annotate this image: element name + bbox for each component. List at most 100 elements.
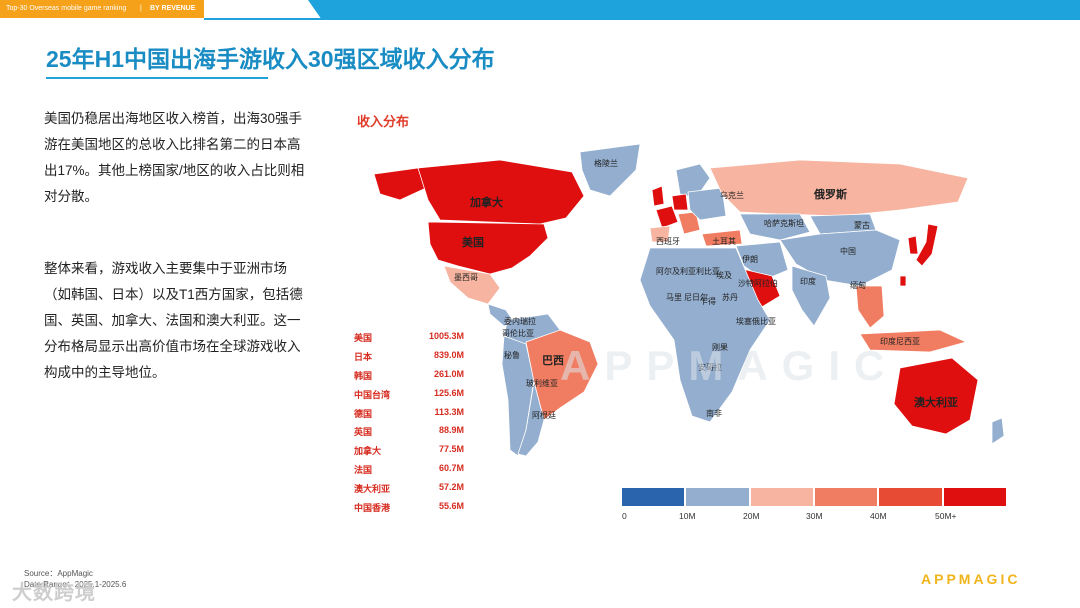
header-tag: BY REVENUE	[150, 5, 196, 12]
ranking-value: 77.5M	[438, 444, 464, 455]
map-label-south-africa: 南非	[706, 409, 722, 418]
map-label-venezuela: 委内瑞拉	[504, 317, 536, 326]
region-turkey	[701, 229, 743, 247]
map-label-ukraine: 乌克兰	[720, 191, 744, 200]
ranking-country: 澳大利亚	[354, 484, 391, 495]
ranking-value: 125.6M	[433, 387, 464, 398]
ranking-value: 55.6M	[438, 501, 464, 512]
map-label-australia: 澳大利亚	[914, 397, 958, 409]
brand-logo: APPMAGIC	[921, 571, 1021, 587]
legend-tick: 10M	[679, 511, 696, 521]
region-usa	[427, 221, 549, 275]
legend-swatch	[879, 488, 942, 506]
header-bar: Top-30 Overseas mobile game ranking | BY…	[0, 0, 204, 18]
region-kazakhstan	[739, 213, 811, 241]
ranking-row: 英国 88.9M	[354, 425, 464, 444]
ranking-row: 日本 839.0M	[354, 350, 464, 369]
header-accent-bar	[308, 0, 1080, 20]
source-line: Source：AppMagic	[24, 569, 93, 578]
date-range-line: Date Range：2025.1-2025.6	[24, 580, 127, 589]
source-note: Source：AppMagic Date Range：2025.1-2025.6	[24, 568, 126, 590]
ranking-value: 57.2M	[438, 482, 464, 493]
map-label-usa: 美国	[462, 237, 484, 249]
ranking-country: 中国台湾	[354, 389, 391, 400]
map-label-mexico: 墨西哥	[454, 273, 478, 282]
map-label-myanmar: 缅甸	[850, 281, 866, 290]
ranking-country: 法国	[354, 465, 373, 476]
region-greenland	[579, 143, 641, 197]
page-title: 25年H1中国出海手游收入30强区域收入分布	[46, 46, 495, 72]
ranking-row: 美国 1005.3M	[354, 331, 464, 350]
title-underline	[46, 77, 268, 79]
paragraph-analysis: 整体来看，游戏收入主要集中于亚洲市场（如韩国、日本）以及T1西方国家，包括德国、…	[44, 261, 303, 380]
region-argentina	[517, 381, 545, 457]
region-russia	[709, 159, 969, 217]
ranking-country: 韩国	[354, 370, 373, 381]
ranking-value: 839.0M	[433, 349, 464, 360]
map-label-india: 印度	[800, 277, 816, 286]
ranking-row: 中国台湾 125.6M	[354, 388, 464, 407]
region-southern-europe	[677, 211, 701, 235]
ranking-row: 中国香港 55.6M	[354, 501, 464, 520]
map-label-sudan: 苏丹	[722, 293, 738, 302]
map-label-iran: 伊朗	[742, 255, 758, 264]
region-spain	[649, 225, 671, 243]
paragraph-summary: 美国仍稳居出海地区收入榜首，出海30强手游在美国地区的总收入比排名第二的日本高出…	[44, 111, 305, 204]
map-label-kazakhstan: 哈萨克斯坦	[764, 219, 804, 228]
legend-swatch	[814, 488, 878, 506]
map-label-libya: 利比亚	[696, 267, 720, 276]
map-label-algeria: 阿尔及利亚	[656, 267, 696, 276]
legend-swatch	[750, 488, 813, 506]
region-scandinavia	[675, 163, 711, 199]
region-new-zealand	[991, 417, 1005, 445]
ranking-country: 中国香港	[354, 503, 391, 514]
region-india	[791, 265, 831, 327]
map-label-niger: 尼日尔	[684, 293, 708, 302]
revenue-ranking: 美国 1005.3M 日本 839.0M 韩国 261.0M 中国台湾 125.6M 德…	[354, 331, 464, 520]
ranking-row: 澳大利亚 57.2M	[354, 482, 464, 501]
header-underline	[204, 18, 324, 20]
ranking-row: 加拿大 77.5M	[354, 444, 464, 463]
region-indonesia	[859, 329, 968, 353]
map-label-bolivia: 玻利维亚	[526, 379, 558, 388]
map-label-peru: 秘鲁	[504, 351, 520, 360]
map-label-spain: 西班牙	[656, 237, 680, 246]
ranking-row: 韩国 261.0M	[354, 369, 464, 388]
ranking-country: 英国	[354, 427, 373, 438]
legend-tick: 0	[622, 511, 627, 521]
ranking-row: 德国 113.3M	[354, 407, 464, 426]
map-label-russia: 俄罗斯	[814, 189, 847, 201]
legend-swatch	[686, 488, 749, 506]
region-alaska	[373, 167, 427, 201]
map-label-egypt: 埃及	[716, 271, 732, 280]
map-title: 收入分布	[357, 114, 410, 129]
region-korea	[907, 235, 919, 255]
region-middle-east	[735, 241, 789, 281]
region-canada	[417, 159, 585, 225]
region-southeast-asia	[855, 285, 885, 329]
ranking-value: 1005.3M	[428, 331, 464, 341]
legend-tick: 30M	[806, 511, 823, 521]
map-label-mongolia: 蒙古	[854, 221, 870, 230]
region-taiwan	[899, 275, 907, 287]
ranking-value: 88.9M	[438, 425, 464, 436]
legend-tick: 20M	[743, 511, 760, 521]
region-australia	[893, 357, 979, 435]
map-label-greenland: 格陵兰	[594, 159, 618, 168]
legend-swatch	[622, 488, 685, 506]
legend-tick: 40M	[870, 511, 887, 521]
map-label-brazil: 巴西	[542, 355, 564, 367]
region-uk	[651, 185, 665, 207]
ranking-value: 261.0M	[433, 368, 464, 379]
world-map: 格陵兰 加拿大 美国 墨西哥 委内瑞拉 哥伦比亚 秘鲁 巴西 玻利维亚 阿根廷 …	[340, 130, 1052, 460]
ranking-country: 德国	[354, 408, 373, 419]
header-subtitle: Top-30 Overseas mobile game ranking	[6, 5, 127, 12]
map-label-drc: 刚果	[712, 343, 728, 352]
region-france	[655, 205, 679, 229]
region-japan	[915, 223, 939, 267]
map-label-saudi: 沙特阿拉伯	[738, 279, 778, 288]
header-separator: |	[140, 5, 142, 12]
map-label-indonesia: 印度尼西亚	[880, 337, 920, 346]
ranking-row: 法国 60.7M	[354, 463, 464, 482]
map-label-argentina: 阿根廷	[532, 411, 556, 420]
